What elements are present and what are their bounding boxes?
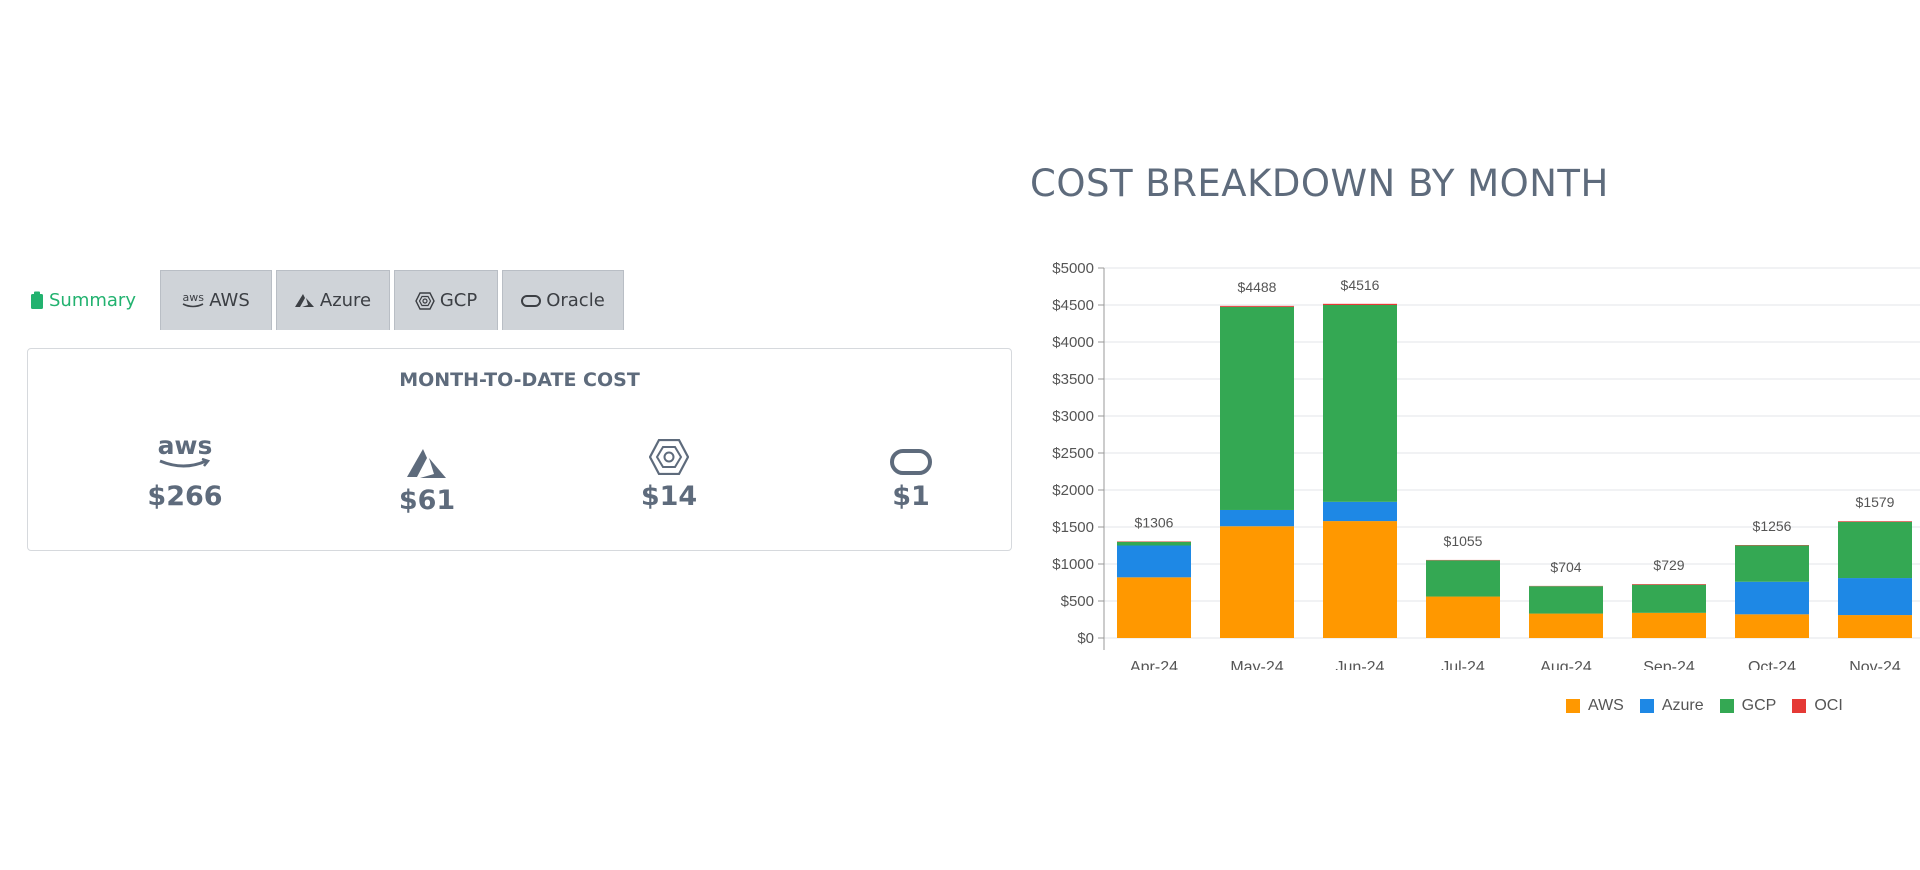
tab-aws-label: AWS [209,290,250,311]
azure-icon [327,435,527,479]
x-tick-label: Jul-24 [1441,659,1485,670]
gcp-amount: $14 [640,481,698,512]
bar-aws [1220,526,1294,638]
bar-gcp [1529,586,1603,614]
bar-aws [1426,596,1500,638]
bar-aws [1838,615,1912,638]
cost-breakdown-chart: $0 $500 $1000 $1500 $2000 $2500 $3000 $3500 $400… [1052,260,1920,670]
bar-oci [1220,305,1294,307]
x-tick-label: Aug-24 [1540,659,1592,670]
month-to-date-card: MONTH-TO-DATE COST aws $266 $61 $14 [27,348,1012,551]
tab-aws[interactable]: aws AWS [160,270,272,330]
x-tick-label: Nov-24 [1849,659,1901,670]
y-tick-label: $1500 [1052,519,1094,536]
aws-small-icon: aws [182,292,204,309]
y-tick-label: $0 [1077,630,1094,647]
bar-aws [1529,613,1603,638]
tab-azure[interactable]: Azure [276,270,390,330]
y-tick-label: $4000 [1052,334,1094,351]
bar-total-label: $704 [1550,559,1581,575]
tab-azure-label: Azure [319,290,372,311]
legend-item-aws[interactable]: AWS [1566,697,1624,715]
legend-swatch [1792,699,1807,713]
bar-azure [1838,578,1912,616]
gcp-icon [569,431,769,475]
bar-total-label: $1579 [1856,494,1895,510]
tab-summary-label: Summary [49,289,136,311]
oracle-icon [811,431,1011,475]
bar-total-label: $4488 [1238,279,1277,295]
chart-legend: AWS Azure GCP OCI [1566,697,1843,715]
bar-total-label: $1055 [1444,533,1483,549]
bar-gcp [1323,305,1397,502]
legend-label: GCP [1741,697,1777,714]
bar-gcp [1220,306,1294,510]
bar-total-label: $1306 [1135,514,1174,530]
x-tick-label: Oct-24 [1748,659,1796,670]
provider-tabs: Summary aws AWS Azure GCP Oracle [24,270,628,330]
bar-oci [1323,303,1397,305]
aws-amount: $266 [147,481,223,512]
bar-aws [1632,612,1706,638]
bar-aws [1735,614,1809,638]
legend-swatch [1639,699,1654,713]
azure-amount: $61 [398,485,456,516]
oracle-small-icon [521,294,542,307]
tab-summary[interactable]: Summary [24,270,156,330]
bar-total-label: $1256 [1753,518,1792,534]
bar-total-label: $729 [1653,557,1684,573]
provider-gcp: $14 [569,431,769,512]
bar-gcp [1632,584,1706,613]
bar-azure [1735,581,1809,615]
y-tick-label: $3500 [1052,371,1094,388]
provider-oracle: $1 [811,431,1011,512]
chart-title: COST BREAKDOWN BY MONTH [1030,162,1609,205]
y-tick-label: $4500 [1052,297,1094,314]
aws-icon: aws [85,431,285,475]
tab-gcp-label: GCP [439,290,478,311]
y-tick-label: $1000 [1052,556,1094,573]
legend-swatch [1566,699,1580,713]
gcp-small-icon [415,291,435,310]
y-tick-label: $500 [1061,593,1094,610]
clipboard-icon [31,291,43,309]
legend-item-azure[interactable]: Azure [1639,697,1704,715]
tab-oracle[interactable]: Oracle [502,270,624,330]
oracle-amount: $1 [892,481,930,512]
y-tick-label: $5000 [1052,260,1094,277]
bar-aws [1117,577,1191,638]
x-tick-label: May-24 [1230,659,1283,670]
y-tick-label: $3000 [1052,408,1094,425]
card-title: MONTH-TO-DATE COST [399,369,640,391]
bar-aws [1323,521,1397,638]
legend-label: OCI [1814,697,1843,714]
legend-item-gcp[interactable]: GCP [1719,697,1777,715]
legend-label: Azure [1661,697,1704,714]
x-tick-label: Jun-24 [1336,659,1385,670]
y-tick-label: $2500 [1052,445,1094,462]
y-tick-label: $2000 [1052,482,1094,499]
tab-oracle-label: Oracle [546,290,605,311]
provider-azure: $61 [327,435,527,516]
bar-azure [1220,509,1294,527]
legend-item-oci[interactable]: OCI [1792,697,1843,715]
tab-gcp[interactable]: GCP [394,270,498,330]
provider-aws: aws $266 [85,431,285,512]
bar-oci [1838,521,1912,522]
bar-azure [1323,501,1397,522]
bar-gcp [1735,545,1809,582]
bar-gcp [1838,521,1912,579]
legend-swatch [1719,699,1734,713]
x-tick-label: Sep-24 [1643,659,1695,670]
bar-oci [1632,584,1706,585]
x-tick-label: Apr-24 [1130,659,1178,670]
azure-small-icon [294,293,314,307]
bar-azure [1117,545,1191,578]
legend-label: AWS [1588,697,1624,714]
bar-gcp [1117,541,1191,546]
bar-total-label: $4516 [1341,277,1380,293]
bar-gcp [1426,560,1500,597]
